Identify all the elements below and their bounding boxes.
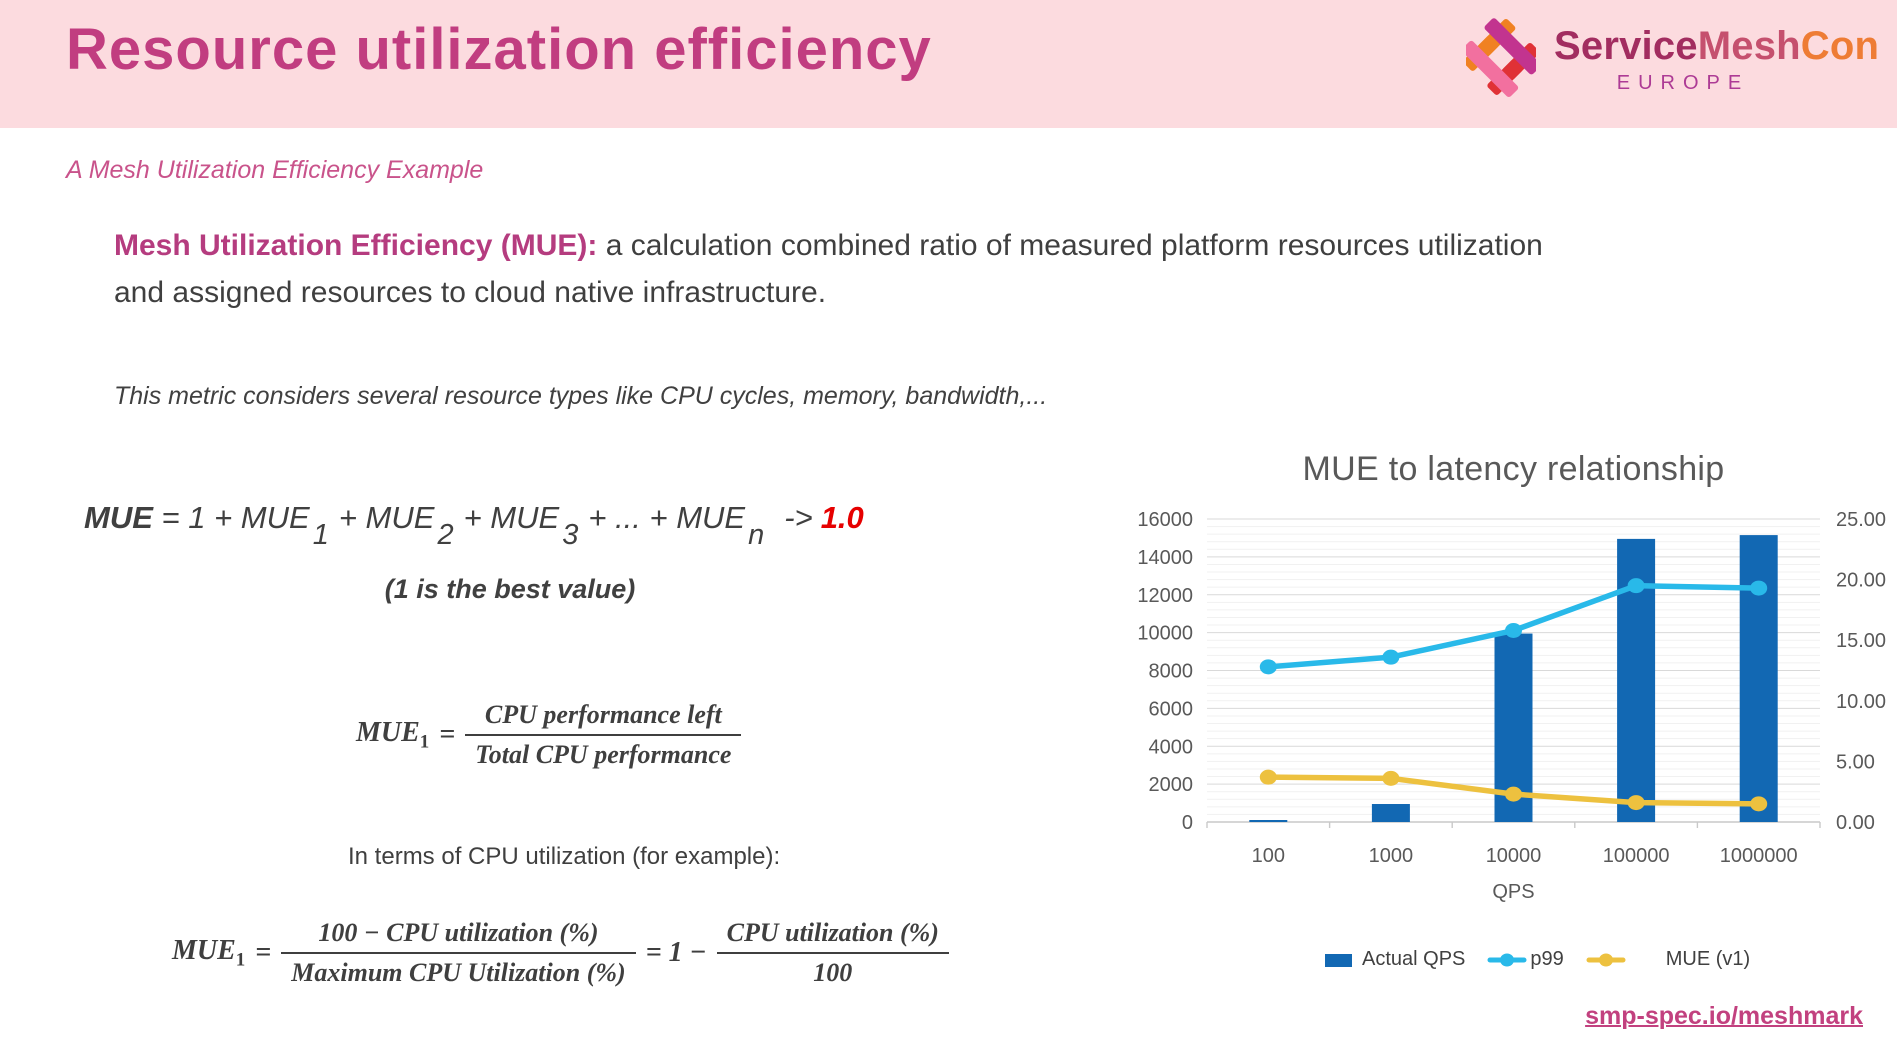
legend-label: MUE (v1) — [1665, 948, 1751, 970]
chart-title: MUE to latency relationship — [1302, 450, 1725, 488]
svg-text:12000: 12000 — [1137, 585, 1193, 607]
svg-text:14000: 14000 — [1137, 547, 1193, 569]
svg-text:10.00: 10.00 — [1836, 691, 1886, 713]
legend-line-marker-icon — [1487, 953, 1527, 966]
meshmark-link[interactable]: smp-spec.io/meshmark — [1585, 1002, 1863, 1030]
slide-subtitle: A Mesh Utilization Efficiency Example — [66, 156, 484, 184]
mue1-formula: MUE1 = CPU performance left Total CPU pe… — [356, 700, 742, 770]
logo-region-label: EUROPE — [1616, 72, 1750, 94]
target-value: 1.0 — [820, 500, 864, 535]
mue-definition-lead: Mesh Utilization Efficiency (MUE): — [114, 229, 598, 262]
mue-latency-chart: MUE to latency relationship 16000 14000 12… — [1100, 440, 1897, 1000]
svg-text:1000: 1000 — [1369, 845, 1414, 867]
svg-text:0: 0 — [1182, 812, 1193, 834]
cpu-fraction-2: CPU utilization (%) 100 — [716, 918, 949, 988]
logo-wordmark: ServiceMeshCon — [1554, 24, 1880, 68]
svg-text:15.00: 15.00 — [1836, 630, 1886, 652]
svg-text:1000000: 1000000 — [1720, 845, 1798, 867]
mue-sum-formula: MUE = 1 + MUE 1 + MUE 2 + MUE 3 + ... + MUE n ->… — [84, 500, 864, 551]
servicemeshcon-weave-icon — [1466, 18, 1536, 98]
legend-item-mue-v1-: MUE (v1) — [1586, 948, 1750, 971]
legend-item-p99: p99 — [1487, 948, 1564, 971]
cpu-utilization-formula: MUE1 = 100 − CPU utilization (%) Maximum… — [172, 918, 949, 988]
svg-text:5.00: 5.00 — [1836, 751, 1875, 773]
legend-line-marker-icon — [1586, 953, 1626, 966]
svg-text:100000: 100000 — [1603, 845, 1670, 867]
svg-text:100: 100 — [1252, 845, 1285, 867]
svg-text:0.00: 0.00 — [1836, 812, 1875, 834]
svg-text:16000: 16000 — [1137, 509, 1193, 531]
svg-text:10000: 10000 — [1486, 845, 1542, 867]
chart-plot-area: 16000 14000 12000 10000 8000 6000 4000 2000 0 25.… — [1137, 509, 1886, 903]
svg-text:2000: 2000 — [1149, 774, 1194, 796]
svg-text:QPS: QPS — [1492, 881, 1534, 903]
slide-title: Resource utilization efficiency — [66, 17, 932, 82]
resource-types-note: This metric considers several resource t… — [114, 382, 1048, 410]
legend-item-actual-qps: Actual QPS — [1319, 948, 1465, 971]
mue1-fraction: CPU performance left Total CPU performan… — [465, 700, 742, 770]
svg-text:10000: 10000 — [1137, 623, 1193, 645]
mue-definition-body: a calculation combined ratio of measured… — [114, 229, 1543, 309]
legend-bar-swatch-icon — [1325, 953, 1352, 967]
legend-label: Actual QPS — [1362, 948, 1466, 970]
chart-legend: Actual QPS p99 MUE (v1) — [1319, 948, 1750, 971]
cpu-fraction-1: 100 − CPU utilization (%) Maximum CPU Ut… — [281, 918, 636, 988]
svg-text:20.00: 20.00 — [1836, 570, 1886, 592]
mue-definition: Mesh Utilization Efficiency (MUE): a cal… — [114, 222, 1584, 316]
servicemeshcon-logo: ServiceMeshCon EUROPE — [1466, 8, 1886, 120]
svg-text:6000: 6000 — [1149, 698, 1194, 720]
best-value-caption: (1 is the best value) — [384, 574, 636, 604]
svg-text:8000: 8000 — [1149, 661, 1194, 683]
svg-text:4000: 4000 — [1149, 736, 1194, 758]
header-band: Resource utilization efficiency ServiceM… — [0, 0, 1897, 128]
legend-label: p99 — [1530, 948, 1564, 970]
cpu-utilization-note: In terms of CPU utilization (for example… — [348, 843, 781, 870]
svg-text:25.00: 25.00 — [1836, 509, 1886, 531]
